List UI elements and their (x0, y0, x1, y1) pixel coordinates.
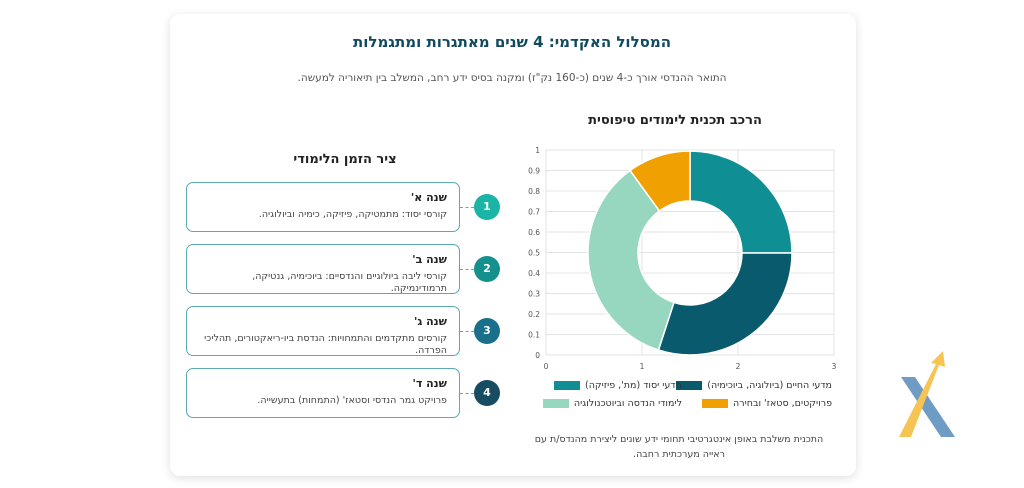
legend-swatch (542, 399, 569, 408)
timeline-card-year-1[interactable]: שנה א' קורסי יסוד: מתמטיקה, פיזיקה, כימי… (186, 182, 460, 232)
page-subtitle: התואר ההנדסי אורך כ-4 שנים (כ-160 נק"ז) … (297, 72, 727, 84)
timeline-card-year-3[interactable]: שנה ג' קורסים מתקדמים והתמחויות: הנדסת ב… (186, 306, 460, 356)
legend-item[interactable]: לימודי הנדסה וביוטכנולוגיה (542, 398, 682, 409)
brand-logo-icon (899, 351, 955, 437)
timeline-step-4: 4 (474, 380, 500, 406)
x-tick-label: 2 (736, 362, 741, 371)
legend-swatch (554, 381, 580, 390)
legend-item[interactable]: מדעי יסוד (מת', פיזיקה) (554, 380, 682, 391)
y-tick-label: 0.7 (528, 208, 540, 217)
y-tick-label: 0.8 (528, 187, 540, 196)
legend-label: מדעי יסוד (מת', פיזיקה) (585, 380, 682, 391)
timeline-connector (460, 393, 474, 394)
legend-label: מדעי החיים (ביולוגיה, ביוכימיה) (707, 380, 832, 391)
timeline-card-description: פרויקט גמר הנדסי וסטאז' (התמחות) בתעשייה… (257, 395, 447, 406)
y-tick-label: 1 (535, 146, 540, 155)
timeline-title: ציר הזמן הלימודי (293, 152, 397, 167)
timeline-step-2: 2 (474, 256, 500, 282)
x-tick-label: 0 (544, 362, 549, 371)
legend-swatch (702, 399, 729, 408)
y-tick-label: 0.6 (528, 228, 540, 237)
timeline-card-year-4[interactable]: שנה ד' פרויקט גמר הנדסי וסטאז' (התמחות) … (186, 368, 460, 418)
timeline-card-year-2[interactable]: שנה ב' קורסי ליבה ביולוגיים והנדסיים: בי… (186, 244, 460, 294)
legend-label: לימודי הנדסה וביוטכנולוגיה (573, 398, 682, 409)
donut-slice-2 (657, 252, 793, 356)
timeline-step-3: 3 (474, 318, 500, 344)
y-tick-label: 0.4 (528, 269, 540, 278)
donut-slice-4 (628, 150, 691, 212)
timeline-card-description: קורסי יסוד: מתמטיקה, פיזיקה, כימיה וביול… (258, 209, 447, 220)
timeline-connector (460, 207, 474, 208)
chart-title: הרכב תכנית לימודים טיפוסית (588, 113, 762, 128)
timeline-card-title: שנה ד' (412, 377, 447, 390)
donut-chart: 0 0.1 0.2 0.3 0.4 0.5 0.6 0.7 0.8 0.9 1 0 1 2 3 (528, 146, 837, 371)
legend-label: פרויקטים, סטאז' ובחירה (733, 398, 832, 409)
timeline-card-title: שנה א' (410, 191, 447, 204)
timeline-connector (460, 331, 474, 332)
timeline-step-1: 1 (474, 194, 500, 220)
y-tick-label: 0.1 (528, 331, 540, 340)
y-tick-label: 0.5 (528, 249, 540, 258)
legend-item[interactable]: מדעי החיים (ביולוגיה, ביוכימיה) (676, 380, 832, 391)
timeline-card-title: שנה ג' (414, 315, 447, 328)
timeline-card-description: קורסי ליבה ביולוגיים והנדסיים: ביוכימיה,… (252, 271, 447, 294)
donut-slice-3 (587, 169, 675, 351)
timeline-connector (460, 269, 474, 270)
timeline-card-description: קורסים מתקדמים והתמחויות: הנדסת ביו-ריאק… (204, 333, 447, 356)
x-tick-label: 1 (640, 362, 645, 371)
y-tick-label: 0.9 (528, 167, 540, 176)
donut-slice-1 (689, 150, 793, 254)
chart-note: התכנית משלבת באופן אינטגרטיבי תחומי ידע … (534, 434, 824, 460)
y-tick-label: 0.3 (528, 290, 540, 299)
y-tick-label: 0.2 (528, 310, 540, 319)
page-title: המסלול האקדמי: 4 שנים מאתגרות ומתגמלות (352, 33, 672, 51)
legend-swatch (676, 381, 703, 390)
y-tick-label: 0 (535, 351, 540, 360)
x-tick-label: 3 (832, 362, 837, 371)
timeline-card-title: שנה ב' (412, 253, 447, 266)
legend-item[interactable]: פרויקטים, סטאז' ובחירה (702, 398, 832, 409)
